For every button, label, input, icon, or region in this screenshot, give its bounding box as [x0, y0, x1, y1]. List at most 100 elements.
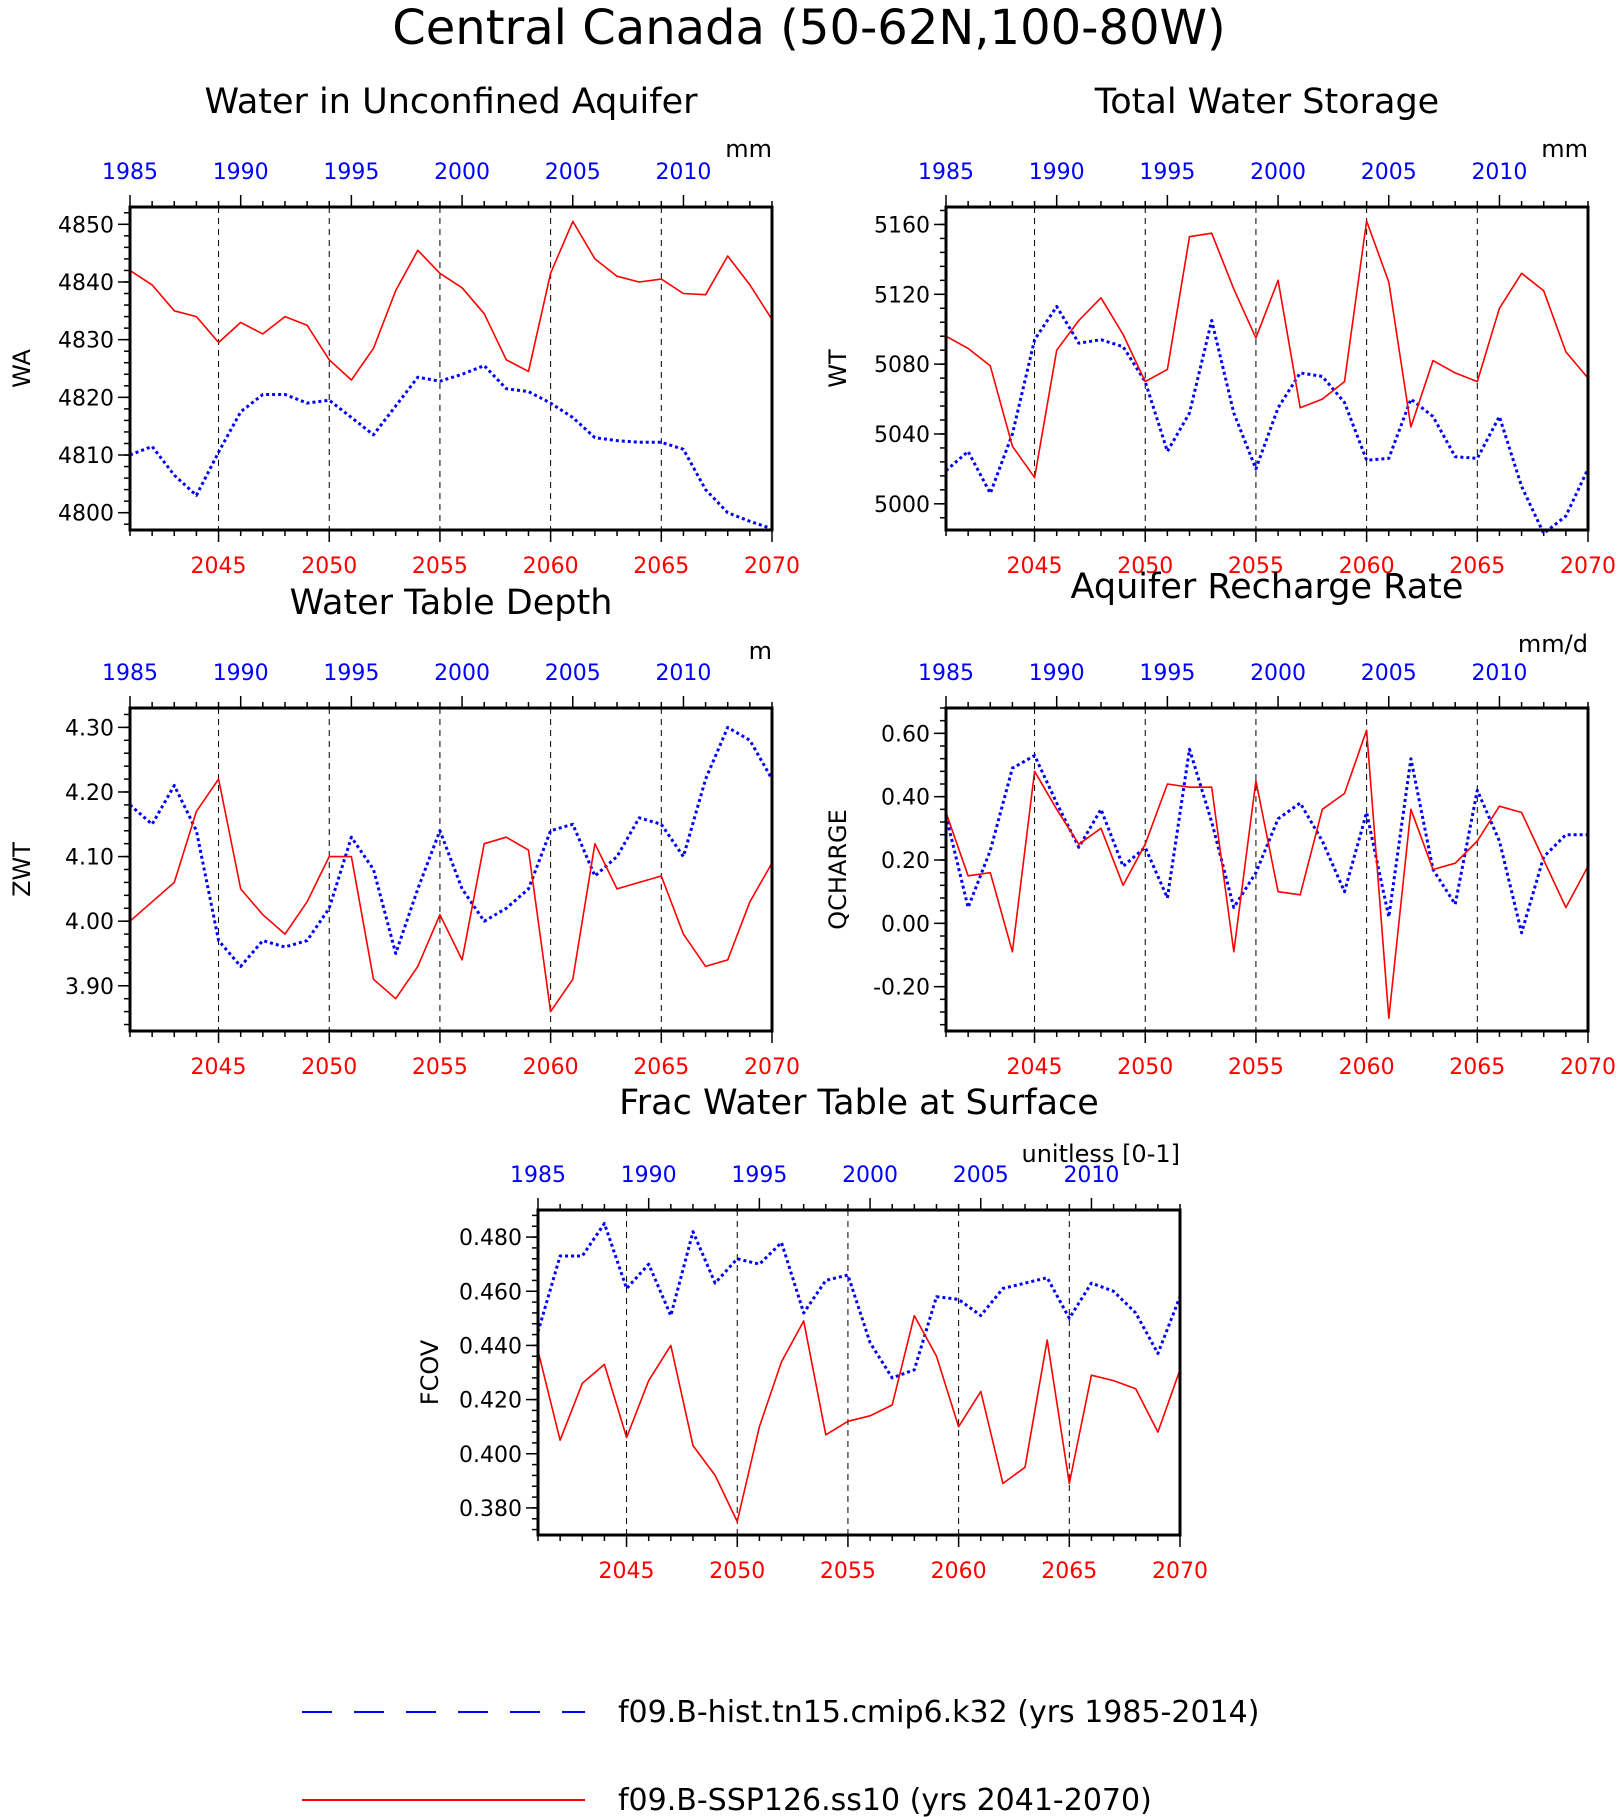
panel-total-water-storage: Total Water Storage mm WT 2045 2050 2055 2060 2… — [824, 82, 1616, 579]
x-bottom-tick-label: 2060 — [931, 1559, 987, 1584]
x-bottom-tick-label: 2070 — [1560, 1055, 1616, 1080]
y-axis-label: WT — [824, 349, 852, 388]
x-top-tick-label: 1985 — [510, 1163, 566, 1188]
x-top-tick-label: 1995 — [323, 160, 379, 185]
series-line-hist — [945, 305, 1590, 535]
panels: Water in Unconfined Aquifer mm WA 2045 2050 2… — [8, 82, 1616, 1584]
y-tick-label: 4840 — [58, 271, 114, 296]
x-top-tick-label: 1985 — [918, 661, 974, 686]
y-tick-label: 5080 — [874, 353, 930, 378]
units-label: mm/d — [1518, 630, 1588, 658]
x-top-tick-label: 2010 — [1471, 661, 1527, 686]
y-tick-label: 5000 — [874, 493, 930, 518]
x-top-tick-label: 1985 — [102, 160, 158, 185]
x-top-tick-label: 2000 — [434, 661, 490, 686]
x-bottom-tick-label: 2070 — [1152, 1559, 1208, 1584]
x-top-tick-label: 1985 — [102, 661, 158, 686]
series-line-hist — [944, 747, 1588, 935]
x-top-tick-label: 2005 — [953, 1163, 1009, 1188]
y-tick-label: 0.40 — [881, 786, 930, 811]
figure-title: Central Canada (50-62N,100-80W) — [392, 0, 1226, 56]
units-label: m — [749, 637, 772, 665]
x-bottom-tick-label: 2065 — [1041, 1559, 1097, 1584]
y-tick-label: 0.380 — [459, 1497, 522, 1522]
plot-frame — [536, 1208, 1182, 1537]
y-tick-label: 5040 — [874, 423, 930, 448]
units-label: mm — [725, 135, 772, 163]
x-bottom-tick-label: 2045 — [599, 1559, 655, 1584]
panel-title: Aquifer Recharge Rate — [1071, 567, 1464, 607]
series-line-ssp — [129, 220, 773, 381]
panel-frac-water-table-at-surface: Frac Water Table at Surface unitless [0-1… — [416, 1083, 1208, 1584]
x-bottom-tick-label: 2055 — [1228, 1055, 1284, 1080]
x-top-tick-label: 2010 — [1471, 160, 1527, 185]
panel-title: Frac Water Table at Surface — [619, 1083, 1099, 1123]
x-top-tick-label: 2005 — [1361, 160, 1417, 185]
x-bottom-tick-label: 2065 — [633, 554, 689, 579]
y-tick-label: -0.20 — [873, 976, 930, 1001]
y-axis-label: ZWT — [8, 842, 36, 897]
x-bottom-tick-label: 2065 — [633, 1055, 689, 1080]
y-tick-label: 4850 — [58, 213, 114, 238]
x-bottom-tick-label: 2050 — [301, 554, 357, 579]
y-tick-label: 0.420 — [459, 1389, 522, 1414]
x-bottom-tick-label: 2050 — [301, 1055, 357, 1080]
units-label: unitless [0-1] — [1022, 1140, 1181, 1168]
x-top-tick-label: 1990 — [1029, 160, 1085, 185]
x-bottom-tick-label: 2070 — [1560, 554, 1616, 579]
y-tick-label: 5160 — [874, 213, 930, 238]
x-top-tick-label: 2000 — [1250, 160, 1306, 185]
x-bottom-tick-label: 2050 — [1117, 1055, 1173, 1080]
plot-frame — [128, 706, 774, 1033]
x-top-tick-label: 2000 — [842, 1163, 898, 1188]
x-bottom-tick-label: 2055 — [412, 554, 468, 579]
units-label: mm — [1541, 135, 1588, 163]
x-bottom-tick-label: 2065 — [1449, 1055, 1505, 1080]
plot-frame — [128, 205, 774, 532]
plot-frame — [944, 205, 1590, 532]
x-bottom-tick-label: 2045 — [1007, 554, 1063, 579]
x-bottom-tick-label: 2045 — [191, 554, 247, 579]
x-top-tick-label: 2000 — [434, 160, 490, 185]
x-top-tick-label: 1990 — [621, 1163, 677, 1188]
y-tick-label: 4810 — [58, 444, 114, 469]
x-bottom-tick-label: 2060 — [1339, 1055, 1395, 1080]
legend-label-ssp: f09.B-SSP126.ss10 (yrs 2041-2070) — [618, 1783, 1152, 1817]
x-top-tick-label: 2005 — [1361, 661, 1417, 686]
y-tick-label: 4.00 — [65, 910, 114, 935]
y-axis-label: WA — [8, 349, 36, 388]
series-line-hist — [536, 1222, 1182, 1380]
series-line-ssp — [537, 1314, 1181, 1523]
series-line-ssp — [129, 778, 773, 1013]
y-axis-label: FCOV — [416, 1339, 444, 1405]
panel-title: Water in Unconfined Aquifer — [204, 82, 698, 122]
y-tick-label: 0.440 — [459, 1334, 522, 1359]
x-top-tick-label: 1990 — [213, 661, 269, 686]
x-top-tick-label: 1995 — [1139, 661, 1195, 686]
x-bottom-tick-label: 2070 — [744, 1055, 800, 1080]
x-top-tick-label: 1990 — [1029, 661, 1085, 686]
x-bottom-tick-label: 2060 — [1339, 554, 1395, 579]
legend-label-hist: f09.B-hist.tn15.cmip6.k32 (yrs 1985-2014… — [618, 1695, 1259, 1730]
x-bottom-tick-label: 2070 — [744, 554, 800, 579]
x-top-tick-label: 2005 — [545, 160, 601, 185]
x-top-tick-label: 2000 — [1250, 661, 1306, 686]
y-tick-label: 4.20 — [65, 781, 114, 806]
x-bottom-tick-label: 2050 — [1117, 554, 1173, 579]
panel-aquifer-recharge-rate: Aquifer Recharge Rate mm/d QCHARGE 2045 2050… — [824, 567, 1616, 1080]
y-tick-label: 4.10 — [65, 846, 114, 871]
series-line-hist — [129, 725, 774, 968]
series-line-ssp — [945, 220, 1589, 479]
y-tick-label: 0.460 — [459, 1280, 522, 1305]
series-line-ssp — [945, 729, 1589, 1020]
x-bottom-tick-label: 2060 — [523, 1055, 579, 1080]
y-tick-label: 4820 — [58, 386, 114, 411]
x-bottom-tick-label: 2055 — [1228, 554, 1284, 579]
y-tick-label: 0.00 — [881, 912, 930, 937]
x-bottom-tick-label: 2045 — [1007, 1055, 1063, 1080]
panel-title: Water Table Depth — [290, 583, 613, 623]
x-top-tick-label: 1995 — [323, 661, 379, 686]
legend: f09.B-hist.tn15.cmip6.k32 (yrs 1985-2014… — [302, 1695, 1259, 1817]
x-bottom-tick-label: 2055 — [820, 1559, 876, 1584]
